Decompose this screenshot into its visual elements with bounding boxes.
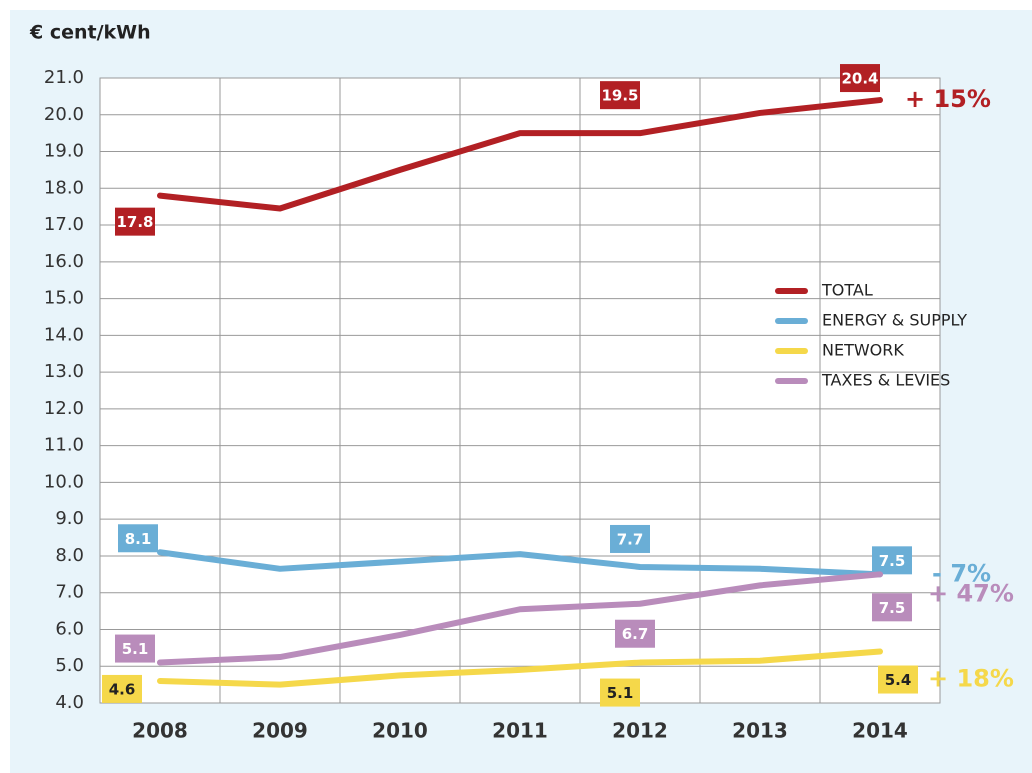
y-tick-label: 12.0 xyxy=(44,398,84,419)
x-tick-label: 2014 xyxy=(852,719,908,743)
data-label: 5.4 xyxy=(885,671,912,689)
data-label-box xyxy=(610,524,650,553)
line-0 xyxy=(157,97,883,212)
y-tick-label: 11.0 xyxy=(44,435,84,456)
y-tick-label: 15.0 xyxy=(44,288,84,309)
data-label: 20.4 xyxy=(841,70,878,88)
data-label: 7.7 xyxy=(617,530,644,548)
x-tick-label: 2010 xyxy=(372,719,428,743)
line-1 xyxy=(157,549,883,578)
data-label-box xyxy=(115,634,155,663)
y-tick-label: 20.0 xyxy=(44,104,84,125)
data-label: 7.5 xyxy=(879,552,906,570)
y-tick-label: 7.0 xyxy=(55,582,84,603)
data-label-box xyxy=(872,593,912,622)
legend-label: ENERGY & SUPPLY xyxy=(822,311,967,330)
data-label: 7.5 xyxy=(879,599,906,617)
line-2 xyxy=(157,648,883,688)
y-tick-label: 9.0 xyxy=(55,508,84,529)
data-label-box xyxy=(600,678,640,707)
x-tick-label: 2008 xyxy=(132,719,188,743)
x-tick-label: 2011 xyxy=(492,719,548,743)
y-tick-label: 17.0 xyxy=(44,214,84,235)
x-tick-label: 2009 xyxy=(252,719,308,743)
x-tick-label: 2013 xyxy=(732,719,788,743)
data-label-box xyxy=(102,674,142,703)
data-label-box xyxy=(115,207,155,236)
y-tick-label: 21.0 xyxy=(44,67,84,88)
change-label: + 15% xyxy=(905,85,991,113)
y-tick-label: 4.0 xyxy=(55,692,84,713)
data-label-box xyxy=(615,619,655,648)
data-label-box xyxy=(840,64,880,93)
y-tick-label: 18.0 xyxy=(44,177,84,198)
legend-label: NETWORK xyxy=(822,341,904,360)
data-label-box xyxy=(600,81,640,110)
change-label: + 47% xyxy=(928,579,1014,607)
x-tick-label: 2012 xyxy=(612,719,668,743)
y-tick-label: 8.0 xyxy=(55,545,84,566)
data-label-box xyxy=(872,546,912,575)
line-3 xyxy=(157,571,883,666)
data-label: 19.5 xyxy=(601,87,638,105)
y-tick-label: 14.0 xyxy=(44,324,84,345)
change-label: - 7% xyxy=(932,559,991,587)
y-tick-label: 10.0 xyxy=(44,471,84,492)
y-tick-label: 6.0 xyxy=(55,618,84,639)
y-tick-label: 16.0 xyxy=(44,251,84,272)
data-label: 5.1 xyxy=(122,640,149,658)
data-label-box xyxy=(878,665,918,694)
y-tick-label: 19.0 xyxy=(44,141,84,162)
data-label: 6.7 xyxy=(622,625,649,643)
y-axis-label: € cent/kWh xyxy=(29,22,151,44)
legend-label: TAXES & LEVIES xyxy=(821,371,950,390)
data-label: 17.8 xyxy=(116,213,153,231)
data-label-box xyxy=(118,524,158,553)
data-label: 4.6 xyxy=(109,680,136,698)
plot-area xyxy=(99,77,941,704)
y-tick-label: 13.0 xyxy=(44,361,84,382)
y-tick-label: 5.0 xyxy=(55,655,84,676)
legend-label: TOTAL xyxy=(821,281,873,300)
change-label: + 18% xyxy=(928,665,1014,693)
data-label: 5.1 xyxy=(607,684,634,702)
data-label: 8.1 xyxy=(125,530,152,548)
